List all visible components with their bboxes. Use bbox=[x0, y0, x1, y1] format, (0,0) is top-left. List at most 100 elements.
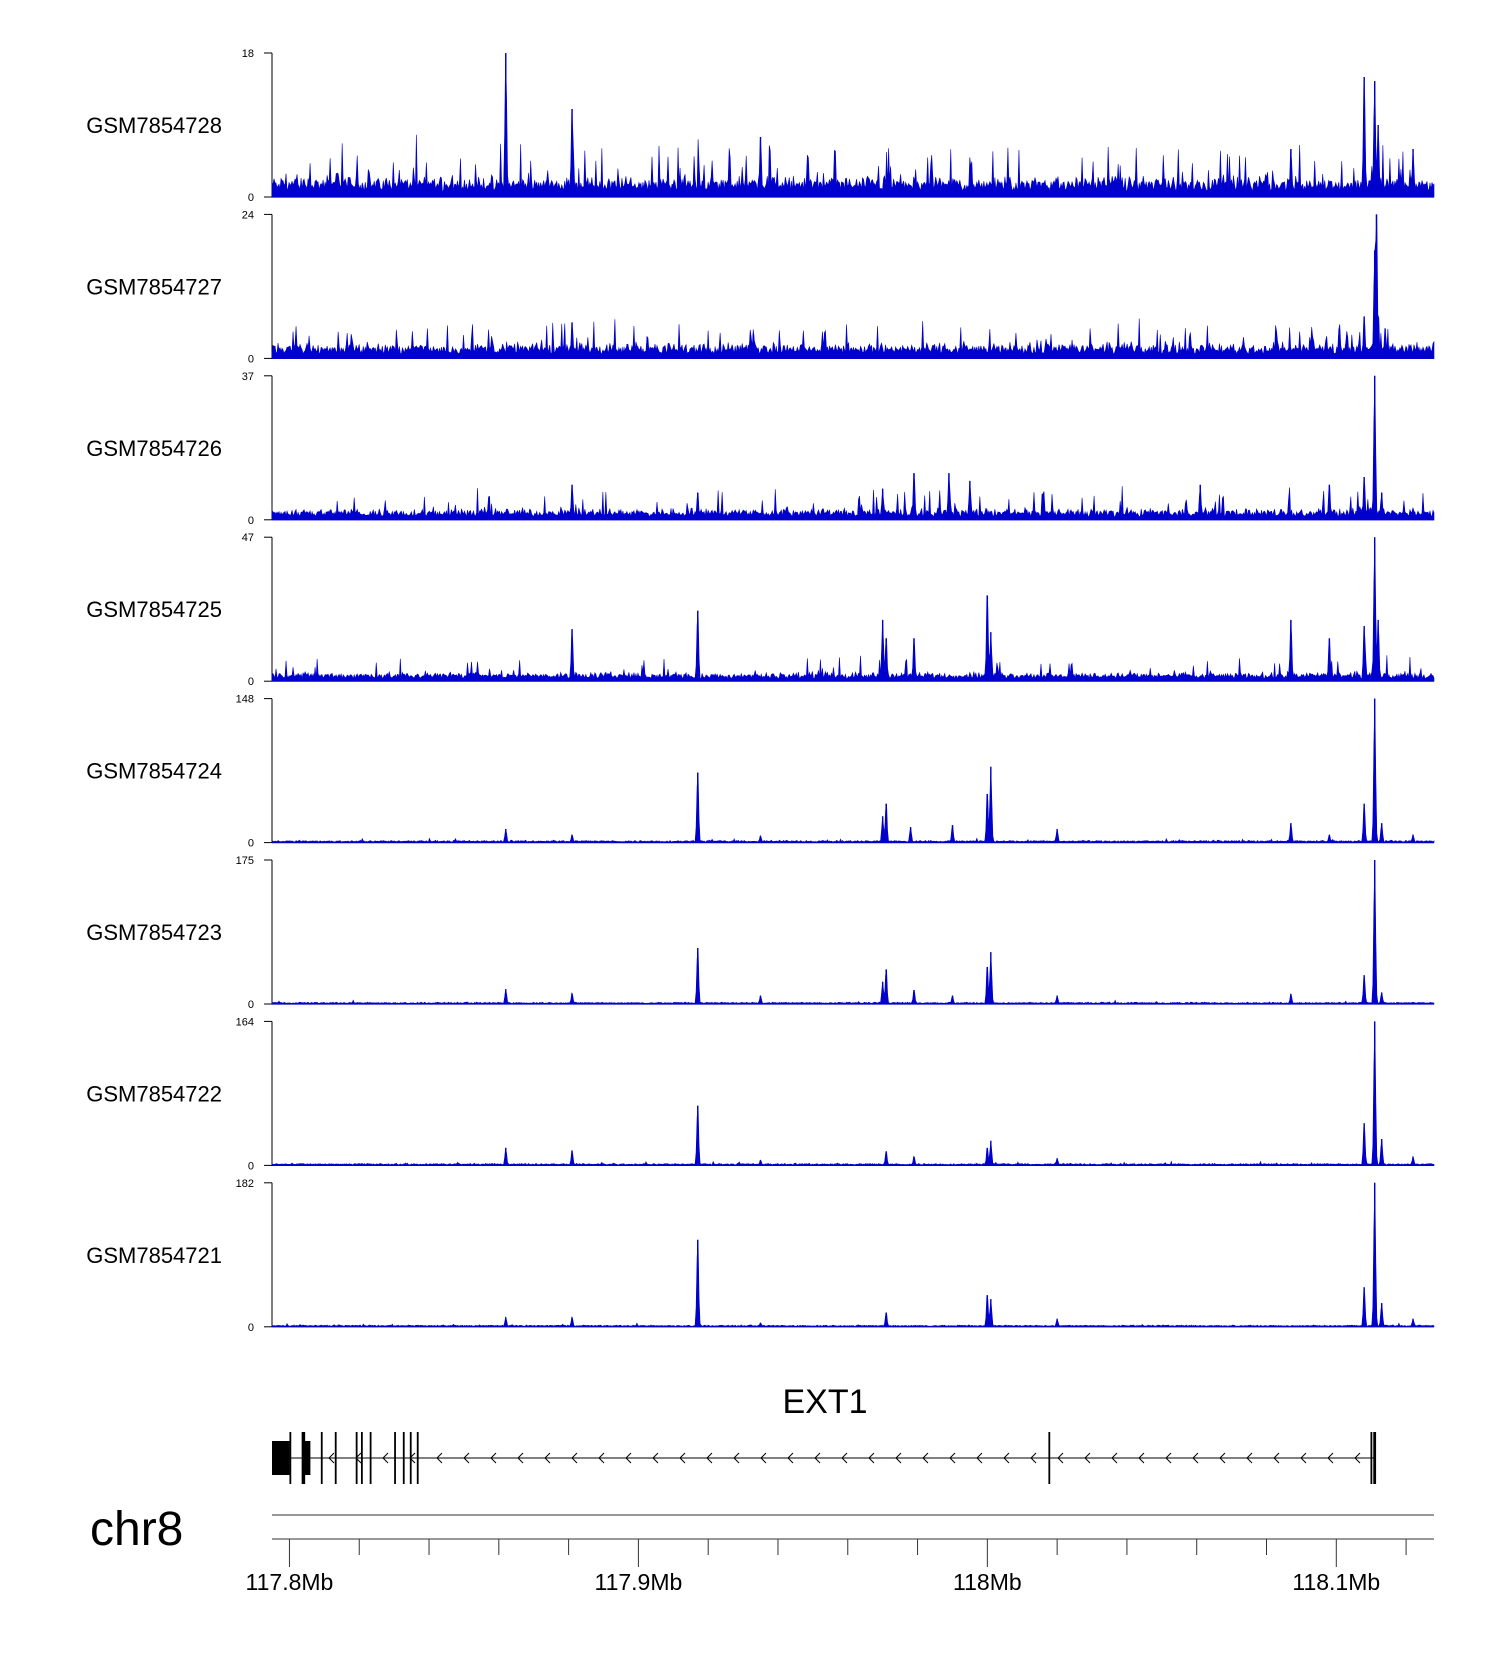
gene-exon bbox=[409, 1432, 412, 1484]
strand-arrow bbox=[1192, 1452, 1199, 1464]
strand-arrow bbox=[1246, 1452, 1253, 1464]
strand-arrow bbox=[679, 1452, 686, 1464]
strand-arrow bbox=[895, 1452, 902, 1464]
track-label: GSM7854723 bbox=[86, 920, 222, 945]
track-label: GSM7854728 bbox=[86, 113, 222, 138]
gene-exon bbox=[334, 1432, 337, 1484]
y-axis-min-label: 0 bbox=[248, 676, 254, 688]
strand-arrow bbox=[733, 1452, 740, 1464]
track-label: GSM7854724 bbox=[86, 759, 222, 784]
gene-annotation-track: EXT1 bbox=[272, 1383, 1377, 1484]
strand-arrow bbox=[949, 1452, 956, 1464]
strand-arrow bbox=[787, 1452, 794, 1464]
y-axis-max-label: 24 bbox=[242, 209, 254, 221]
strand-arrow bbox=[976, 1452, 983, 1464]
strand-arrow bbox=[1111, 1452, 1118, 1464]
strand-arrow bbox=[1219, 1452, 1226, 1464]
strand-arrow bbox=[1030, 1452, 1037, 1464]
gene-exon bbox=[360, 1432, 363, 1484]
track-label: GSM7854727 bbox=[86, 274, 222, 299]
track-GSM7854726: GSM7854726 37 0 bbox=[86, 371, 1435, 527]
coverage-signal bbox=[271, 214, 1435, 359]
y-axis-max-label: 175 bbox=[236, 855, 254, 867]
genomic-axis: chr8 117.8Mb 117.9Mb 118Mb 118.1Mb bbox=[90, 1503, 1434, 1595]
gene-exon bbox=[355, 1432, 358, 1484]
y-axis-max-label: 47 bbox=[242, 532, 254, 544]
y-axis-min-label: 0 bbox=[248, 999, 254, 1011]
coverage-signal bbox=[271, 1021, 1435, 1166]
strand-arrow bbox=[814, 1452, 821, 1464]
y-axis-max-label: 182 bbox=[236, 1178, 254, 1190]
coverage-signal bbox=[271, 375, 1435, 521]
y-axis-min-label: 0 bbox=[248, 353, 254, 365]
coverage-tracks: GSM7854728180GSM7854727240GSM7854726370G… bbox=[86, 48, 1435, 1334]
strand-arrow bbox=[382, 1452, 389, 1464]
strand-arrow bbox=[868, 1452, 875, 1464]
strand-arrow bbox=[922, 1452, 929, 1464]
gene-exon bbox=[416, 1432, 419, 1484]
strand-arrow bbox=[1300, 1452, 1307, 1464]
strand-arrow bbox=[571, 1452, 578, 1464]
gene-exon bbox=[394, 1432, 396, 1484]
strand-arrow bbox=[760, 1452, 767, 1464]
strand-arrow bbox=[517, 1452, 524, 1464]
coverage-signal bbox=[271, 1182, 1435, 1328]
strand-arrow bbox=[544, 1452, 551, 1464]
gene-exon bbox=[289, 1432, 292, 1484]
gene-exon bbox=[369, 1432, 372, 1484]
track-GSM7854721: GSM7854721 182 0 bbox=[86, 1178, 1435, 1334]
y-axis-min-label: 0 bbox=[248, 192, 254, 204]
track-label: GSM7854726 bbox=[86, 436, 222, 461]
chromosome-label: chr8 bbox=[90, 1503, 183, 1556]
strand-arrow bbox=[706, 1452, 713, 1464]
strand-arrow bbox=[1003, 1452, 1010, 1464]
y-axis-min-label: 0 bbox=[248, 515, 254, 527]
track-GSM7854724: GSM7854724 148 0 bbox=[86, 694, 1435, 850]
strand-arrow bbox=[490, 1452, 497, 1464]
y-axis-max-label: 18 bbox=[242, 48, 254, 60]
strand-arrow bbox=[463, 1452, 470, 1464]
y-axis-min-label: 0 bbox=[248, 1160, 254, 1172]
coverage-signal bbox=[271, 52, 1435, 198]
track-GSM7854727: GSM7854727 24 0 bbox=[86, 209, 1435, 365]
gene-exon bbox=[303, 1441, 311, 1475]
strand-arrow bbox=[436, 1452, 443, 1464]
strand-arrow bbox=[652, 1452, 659, 1464]
strand-arrow bbox=[1057, 1452, 1064, 1464]
y-axis-max-label: 148 bbox=[236, 694, 254, 706]
gene-exon bbox=[1048, 1432, 1051, 1484]
gene-exon bbox=[1370, 1432, 1373, 1484]
gene-exon bbox=[402, 1432, 405, 1484]
x-axis-tick-label: 117.9Mb bbox=[594, 1569, 682, 1595]
strand-arrow bbox=[1084, 1452, 1091, 1464]
strand-arrow bbox=[1273, 1452, 1280, 1464]
track-label: GSM7854722 bbox=[86, 1081, 222, 1106]
strand-arrow bbox=[841, 1452, 848, 1464]
coverage-signal bbox=[271, 537, 1435, 682]
strand-arrow bbox=[1354, 1452, 1361, 1464]
track-label: GSM7854725 bbox=[86, 597, 222, 622]
gene-name-label: EXT1 bbox=[782, 1383, 867, 1421]
gene-exon bbox=[1373, 1432, 1377, 1484]
x-axis-tick-label: 117.8Mb bbox=[246, 1569, 334, 1595]
coverage-signal bbox=[271, 859, 1435, 1005]
strand-arrow bbox=[1138, 1452, 1145, 1464]
strand-arrow bbox=[1165, 1452, 1172, 1464]
x-axis-tick-label: 118.1Mb bbox=[1292, 1569, 1380, 1595]
track-GSM7854725: GSM7854725 47 0 bbox=[86, 532, 1435, 688]
gene-exon bbox=[320, 1432, 323, 1484]
y-axis-min-label: 0 bbox=[248, 838, 254, 850]
track-GSM7854728: GSM7854728 18 0 bbox=[86, 48, 1435, 204]
y-axis-max-label: 164 bbox=[236, 1016, 254, 1028]
y-axis-min-label: 0 bbox=[248, 1322, 254, 1334]
gene-exon bbox=[272, 1441, 290, 1475]
track-GSM7854723: GSM7854723 175 0 bbox=[86, 855, 1435, 1011]
strand-arrow bbox=[328, 1452, 335, 1464]
strand-arrow bbox=[625, 1452, 632, 1464]
strand-arrow bbox=[1327, 1452, 1334, 1464]
x-axis-tick-label: 118Mb bbox=[953, 1569, 1022, 1595]
y-axis-max-label: 37 bbox=[242, 371, 254, 383]
coverage-signal bbox=[271, 698, 1435, 843]
track-label: GSM7854721 bbox=[86, 1243, 222, 1268]
